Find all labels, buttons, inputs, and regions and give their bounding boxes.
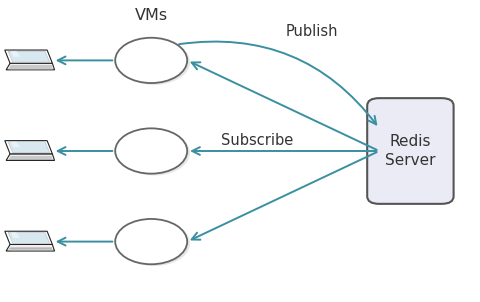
Text: VMs: VMs bbox=[134, 8, 168, 23]
Polygon shape bbox=[6, 63, 55, 70]
FancyBboxPatch shape bbox=[367, 98, 454, 204]
Polygon shape bbox=[8, 232, 49, 243]
Polygon shape bbox=[8, 51, 49, 62]
Polygon shape bbox=[11, 232, 20, 238]
Text: Redis
Server: Redis Server bbox=[385, 133, 436, 169]
Polygon shape bbox=[5, 50, 52, 63]
Polygon shape bbox=[5, 231, 52, 244]
Circle shape bbox=[115, 38, 187, 83]
Circle shape bbox=[115, 128, 187, 174]
Polygon shape bbox=[11, 51, 20, 57]
Text: Publish: Publish bbox=[286, 24, 338, 39]
Polygon shape bbox=[6, 244, 55, 251]
Text: Subscribe: Subscribe bbox=[221, 133, 293, 148]
Circle shape bbox=[118, 130, 190, 175]
Polygon shape bbox=[8, 142, 49, 153]
Polygon shape bbox=[6, 154, 55, 160]
Circle shape bbox=[115, 219, 187, 264]
Polygon shape bbox=[11, 142, 20, 147]
Circle shape bbox=[118, 40, 190, 85]
Polygon shape bbox=[5, 141, 52, 154]
Circle shape bbox=[118, 221, 190, 266]
